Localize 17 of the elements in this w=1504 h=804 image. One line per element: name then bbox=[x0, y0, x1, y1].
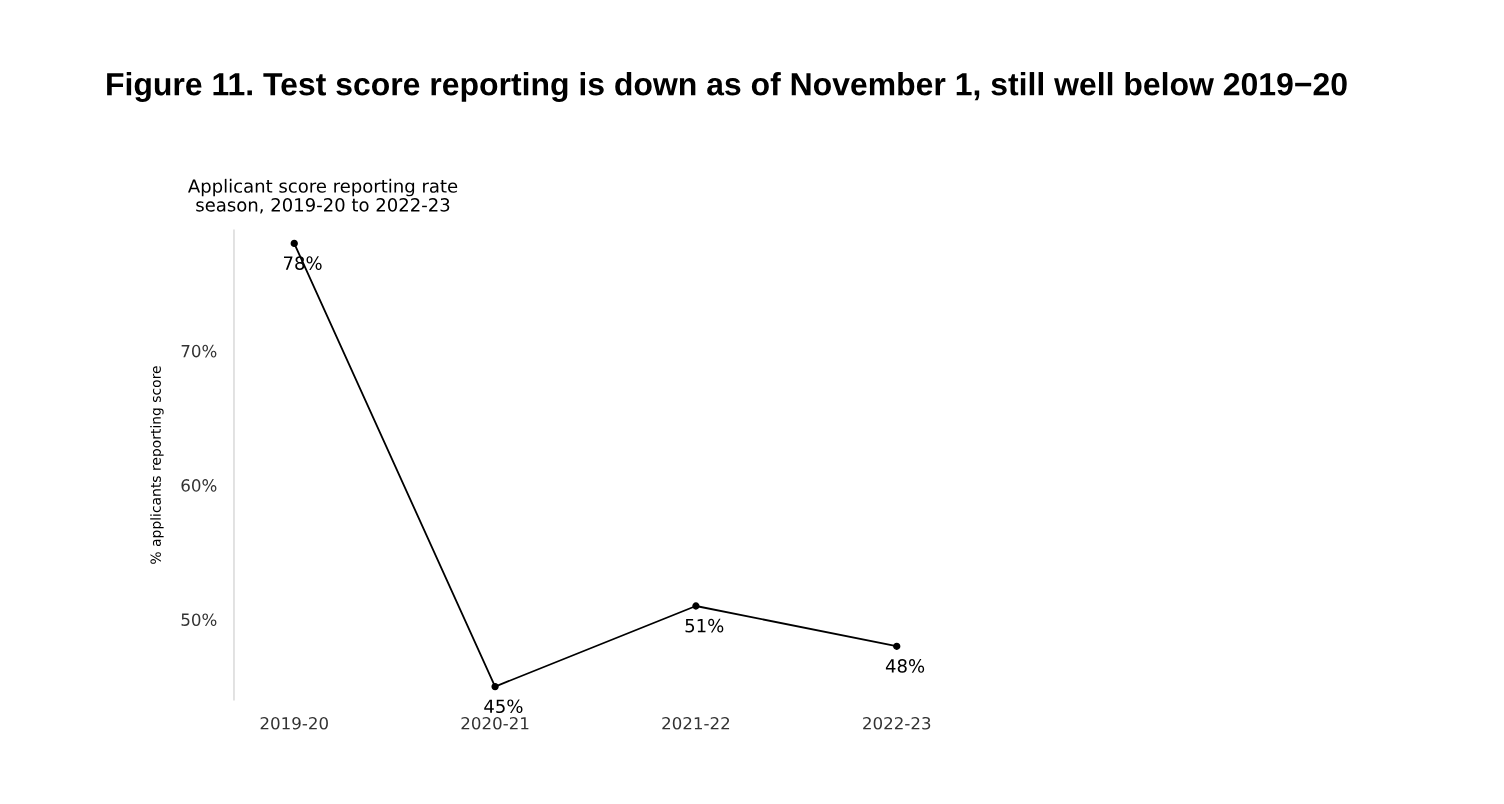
data-label: 51% bbox=[685, 618, 724, 633]
x-tick-label: 2020-21 bbox=[461, 716, 529, 730]
chart-subtitle: Applicant score reporting rate season, 2019-20 to 2022-23 bbox=[188, 178, 458, 214]
point bbox=[893, 642, 901, 650]
y-tick-label: 60% bbox=[181, 479, 217, 492]
point bbox=[491, 682, 499, 691]
point bbox=[692, 602, 700, 610]
point bbox=[290, 239, 298, 248]
x-tick-label: 2021-22 bbox=[662, 716, 730, 730]
x-tick-label: 2019-20 bbox=[260, 716, 328, 730]
y-tick-label: 50% bbox=[181, 613, 217, 626]
y-axis-title: % applicants reporting score bbox=[150, 366, 164, 564]
y-tick-label: 70% bbox=[181, 344, 217, 358]
data-label: 45% bbox=[484, 699, 523, 714]
chart-title: Figure 11. Test score reporting is down as of November 1, still well below 2019−20 bbox=[107, 72, 1347, 102]
data-label: 48% bbox=[885, 659, 925, 673]
x-tick-label: 2022-23 bbox=[863, 716, 931, 730]
